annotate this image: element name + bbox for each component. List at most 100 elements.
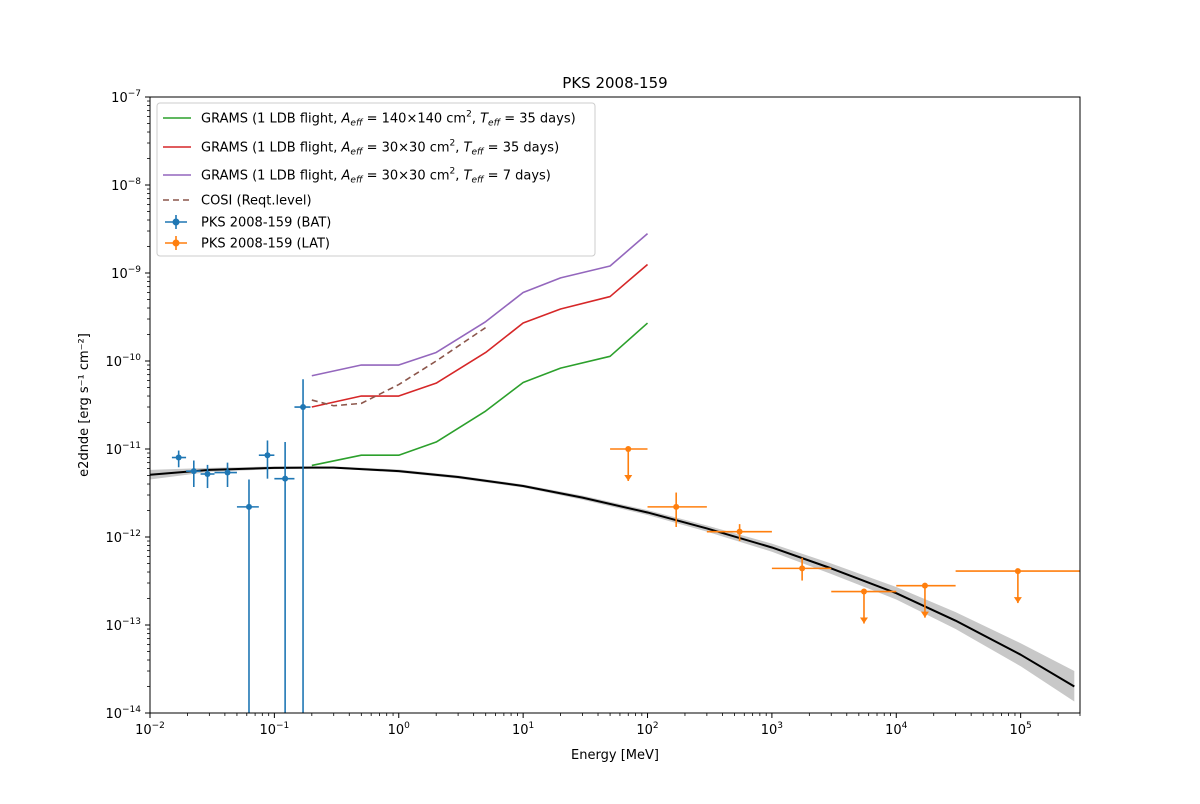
data-point-4-4 [236,479,259,713]
legend-math-a: A [341,112,351,127]
data-marker [245,503,252,510]
y-tick-label-2: 10−12 [105,529,141,546]
upper-limit-arrow [920,611,929,618]
legend-entry-3: COSI (Reqt.level) [163,194,312,209]
data-point-4-6 [274,442,295,713]
data-point-5-1 [647,492,707,527]
legend-entry-1: GRAMS (1 LDB flight, Aeff = 30×30 cm2, T… [163,139,559,158]
y-tick-base: 10 [111,267,128,282]
y-tick-exponent: −10 [122,353,141,363]
y-tick-exponent: −13 [122,617,141,627]
y-tick-label-0: 10−14 [105,705,141,722]
errorbar-layer [171,379,1080,713]
legend-math-sup: 2 [466,110,472,120]
data-point-5-6 [955,568,1080,604]
y-tick-base: 10 [105,443,122,458]
legend-math-sub: eff [350,176,364,186]
legend-items: GRAMS (1 LDB flight, Aeff = 140×140 cm2,… [163,110,576,252]
x-tick-exponent: 0 [404,721,410,731]
y-tick-label-1: 10−13 [105,617,141,634]
y-tick-base: 10 [111,91,128,106]
data-point-5-4 [831,588,897,624]
y-axis-label: e2dnde [erg s⁻¹ cm⁻²] [77,333,92,477]
data-marker [175,454,182,461]
legend-math-t: T [464,169,473,184]
legend-entry-4: PKS 2008-159 (BAT) [165,215,331,231]
y-tick-label-4: 10−10 [105,353,141,370]
legend-text-aeff: = 30×30 cm [362,169,449,184]
legend-text-teff: = 35 days) [500,112,576,127]
chart-title: PKS 2008-159 [562,74,667,92]
legend-text-prefix: GRAMS (1 LDB flight, [201,141,342,156]
legend-frame [156,102,596,257]
data-point-5-0 [610,446,648,481]
x-tick-exponent: −2 [152,721,165,731]
y-tick-base: 10 [105,531,122,546]
x-tick-exponent: 3 [777,721,783,731]
x-tick-exponent: 4 [902,721,908,731]
legend-entry-2: GRAMS (1 LDB flight, Aeff = 30×30 cm2, T… [163,167,551,186]
data-marker [799,565,806,572]
data-marker [673,503,680,510]
legend-text-aeff: = 140×140 cm [362,112,466,127]
series-layer [150,233,1075,688]
legend-text-teff: = 35 days) [484,141,560,156]
y-tick-exponent: −14 [122,705,141,715]
data-point-4-7 [294,379,311,713]
legend-text-sep: , [455,141,463,156]
legend-entry-5: PKS 2008-159 (LAT) [165,236,330,252]
upper-limit-arrow [624,475,633,481]
data-marker [1014,568,1021,575]
series-line-3 [311,326,487,407]
data-marker [921,582,928,589]
x-tick-exponent: 1 [529,721,535,731]
series-line-2 [311,233,649,377]
data-point-4-1 [186,460,201,487]
legend-math-sup: 2 [450,139,456,149]
data-marker [204,470,211,477]
legend-label-0: GRAMS (1 LDB flight, Aeff = 140×140 cm2,… [201,110,576,129]
legend-label-5: PKS 2008-159 (LAT) [201,237,330,252]
y-tick-exponent: −12 [122,529,141,539]
data-marker [190,468,197,475]
legend-math-sub: eff [350,148,364,158]
y-tick-label-3: 10−11 [105,441,141,458]
legend-math-a: A [341,141,351,156]
data-point-5-2 [706,524,772,542]
legend-text-sep: , [472,112,480,127]
data-marker [736,528,743,535]
legend-text-prefix: GRAMS (1 LDB flight, [201,112,342,127]
legend-label-1: GRAMS (1 LDB flight, Aeff = 30×30 cm2, T… [201,139,559,158]
data-point-5-3 [771,557,832,581]
y-tick-exponent: −11 [122,441,141,451]
y-tick-label-5: 10−9 [111,265,141,282]
legend-marker-dot [172,239,180,247]
series-line-1 [311,263,649,408]
data-point-4-5 [258,440,275,479]
y-tick-base: 10 [105,619,122,634]
legend-math-sub: eff [472,176,486,186]
x-tick-exponent: −1 [276,721,289,731]
legend-math-a: A [341,169,351,184]
upper-limit-arrow [1013,597,1022,604]
y-tick-base: 10 [105,355,122,370]
x-tick-exponent: 2 [653,721,659,731]
y-tick-label-7: 10−7 [111,89,141,106]
y-tick-base: 10 [111,179,128,194]
legend-text-prefix: GRAMS (1 LDB flight, [201,169,342,184]
data-marker [224,469,231,476]
y-tick-exponent: −8 [128,177,142,187]
legend-entry-0: GRAMS (1 LDB flight, Aeff = 140×140 cm2,… [163,110,576,129]
legend-label-2: GRAMS (1 LDB flight, Aeff = 30×30 cm2, T… [201,167,551,186]
y-tick-exponent: −9 [128,265,142,275]
y-tick-base: 10 [105,707,122,722]
legend-math-sup: 2 [450,167,456,177]
legend-math-t: T [464,141,473,156]
data-marker [625,446,632,452]
plot-frame [149,96,1081,714]
series-line-6 [150,466,1075,688]
legend-math-sub: eff [350,119,364,129]
data-point-4-3 [214,462,237,487]
